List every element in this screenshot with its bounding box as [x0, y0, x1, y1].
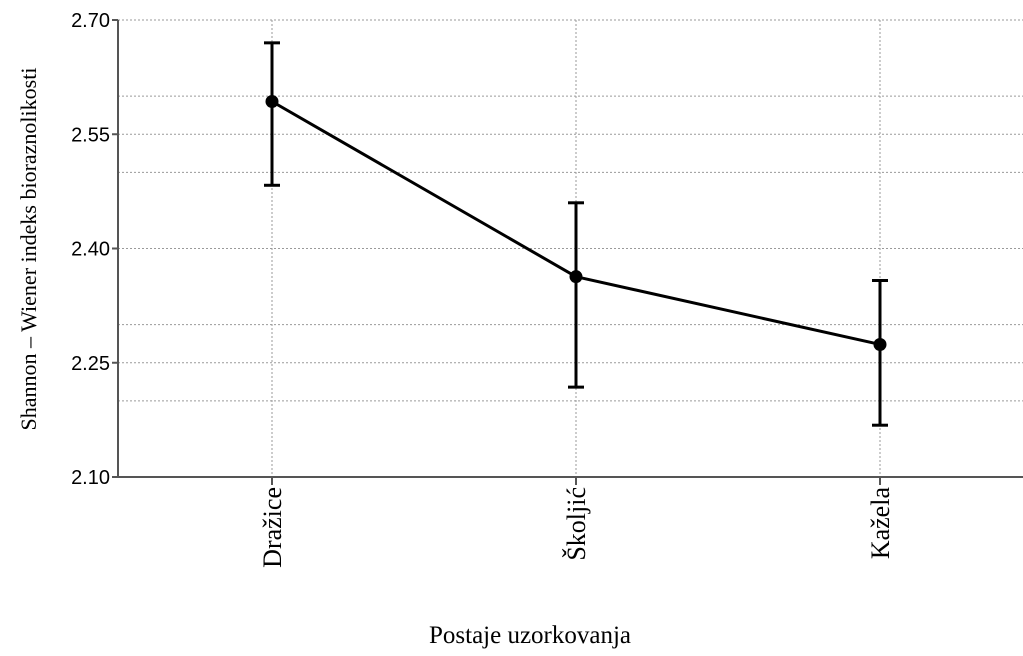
grid-layer [118, 19, 1023, 477]
y-tick-label-2: 2.40 [71, 239, 110, 261]
y-axis-title: Shannon – Wiener indeks bioraznolikosti [16, 68, 41, 431]
y-tick-label-1: 2.25 [71, 353, 110, 375]
x-tick-label-2: Kažela [866, 487, 895, 560]
x-axis-title: Postaje uzorkovanja [429, 622, 631, 649]
series-layer [264, 41, 888, 427]
data-point-1 [569, 270, 583, 284]
data-point-2 [873, 337, 887, 351]
x-tick-label-1: Školjić [562, 487, 591, 561]
tick-layer: 2.10 2.25 2.40 2.55 2.70 Dražice Školjić Kažela [71, 10, 895, 568]
y-tick-label-4: 2.70 [71, 10, 110, 32]
y-tick-label-0: 2.10 [71, 467, 110, 489]
x-tick-label-0: Dražice [258, 487, 287, 568]
y-tick-label-3: 2.55 [71, 124, 110, 146]
data-point-0 [265, 94, 279, 108]
